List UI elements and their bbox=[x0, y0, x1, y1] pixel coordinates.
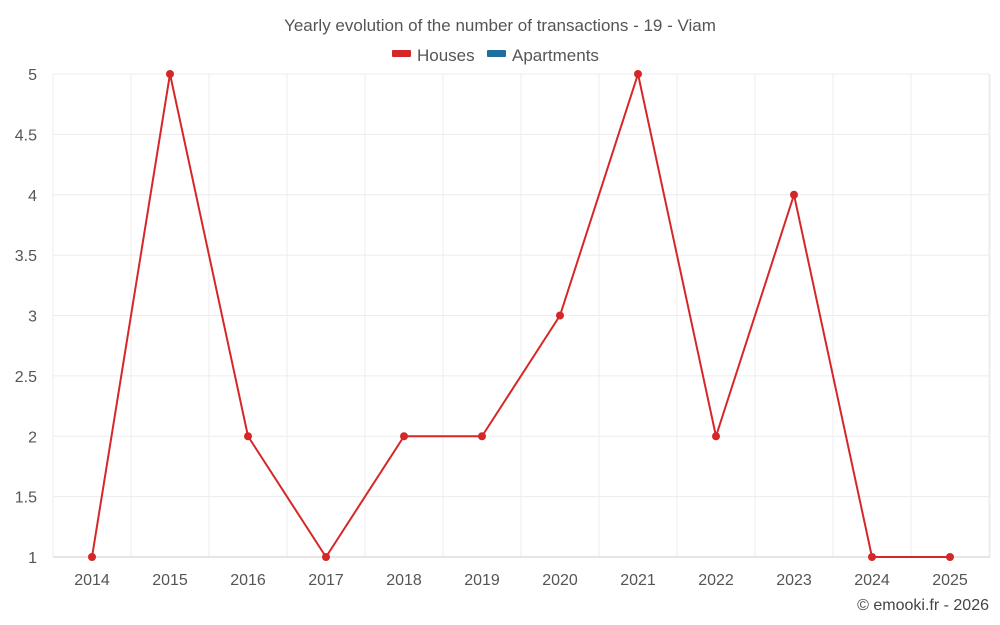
legend-label-houses: Houses bbox=[417, 46, 475, 65]
x-tick-label: 2022 bbox=[698, 572, 734, 589]
data-point-houses-2015[interactable] bbox=[166, 70, 174, 78]
data-point-houses-2020[interactable] bbox=[556, 311, 564, 320]
data-point-houses-2016[interactable] bbox=[244, 432, 252, 441]
x-tick-label: 2016 bbox=[230, 572, 266, 589]
x-tick-label: 2018 bbox=[386, 572, 422, 589]
y-tick-label: 3 bbox=[28, 309, 37, 326]
y-tick-label: 5 bbox=[28, 67, 37, 84]
chart-title: Yearly evolution of the number of transa… bbox=[284, 16, 716, 35]
data-point-houses-2014[interactable] bbox=[88, 553, 96, 561]
x-tick-label: 2017 bbox=[308, 572, 344, 589]
gridlines bbox=[52, 73, 991, 558]
data-point-houses-2025[interactable] bbox=[946, 553, 954, 561]
legend: Houses Apartments bbox=[392, 46, 599, 65]
y-tick-label: 4.5 bbox=[15, 127, 37, 144]
data-point-houses-2022[interactable] bbox=[712, 432, 720, 441]
series-houses bbox=[88, 70, 954, 561]
y-tick-label: 2.5 bbox=[15, 369, 37, 386]
data-point-houses-2018[interactable] bbox=[400, 432, 408, 441]
legend-item-houses[interactable]: Houses bbox=[392, 46, 475, 65]
data-point-houses-2017[interactable] bbox=[322, 553, 330, 561]
data-point-houses-2019[interactable] bbox=[478, 432, 486, 441]
x-axis: 2014 2015 2016 2017 2018 2019 2020 2021 2022 2023… bbox=[74, 572, 968, 589]
credit-text: © emooki.fr - 2026 bbox=[857, 597, 989, 614]
y-tick-label: 2 bbox=[28, 429, 37, 446]
y-axis: 1 1.5 2 2.5 3 3.5 4 4.5 5 bbox=[15, 67, 37, 567]
y-tick-label: 1 bbox=[28, 550, 37, 567]
x-tick-label: 2024 bbox=[854, 572, 890, 589]
x-tick-label: 2023 bbox=[776, 572, 812, 589]
legend-label-apartments: Apartments bbox=[512, 46, 599, 65]
y-tick-label: 1.5 bbox=[15, 490, 37, 507]
y-tick-label: 4 bbox=[28, 188, 37, 205]
x-tick-label: 2014 bbox=[74, 572, 110, 589]
x-tick-label: 2019 bbox=[464, 572, 500, 589]
legend-swatch-houses bbox=[392, 50, 411, 57]
data-point-houses-2021[interactable] bbox=[634, 70, 642, 78]
series-line-houses bbox=[91, 73, 950, 558]
data-point-houses-2023[interactable] bbox=[790, 190, 798, 199]
legend-item-apartments[interactable]: Apartments bbox=[487, 46, 599, 65]
data-point-houses-2024[interactable] bbox=[868, 553, 876, 561]
x-tick-label: 2020 bbox=[542, 572, 578, 589]
y-tick-label: 3.5 bbox=[15, 248, 37, 265]
x-tick-label: 2025 bbox=[932, 572, 968, 589]
legend-swatch-apartments bbox=[487, 50, 506, 57]
x-tick-label: 2021 bbox=[620, 572, 656, 589]
x-tick-label: 2015 bbox=[152, 572, 188, 589]
